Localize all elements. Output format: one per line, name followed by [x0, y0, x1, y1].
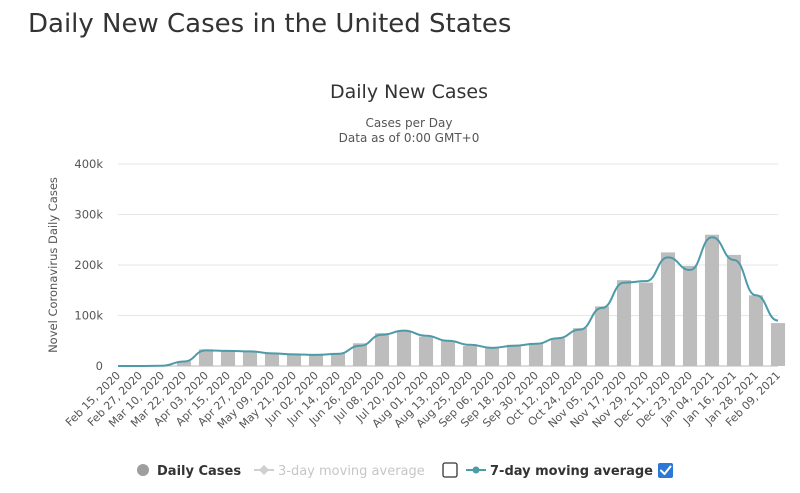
legend-daily-cases-marker — [137, 464, 149, 476]
page-title: Daily New Cases in the United States — [28, 9, 512, 39]
bar-daily-cases[interactable] — [616, 280, 632, 366]
legend-daily-cases-label: Daily Cases — [157, 464, 241, 479]
check-icon — [660, 465, 672, 475]
bar-daily-cases[interactable] — [528, 343, 544, 366]
y-tick-labels: 0 100k 200k 300k 400k — [74, 157, 103, 373]
checkbox-7-day-moving-average[interactable] — [658, 463, 673, 478]
y-tick-label: 300k — [74, 208, 103, 222]
bar-daily-cases[interactable] — [506, 344, 522, 366]
chart-title: Daily New Cases — [330, 81, 488, 103]
bar-daily-cases[interactable] — [704, 234, 720, 366]
bar-daily-cases[interactable] — [462, 345, 478, 366]
bar-daily-cases[interactable] — [748, 295, 764, 366]
bar-daily-cases[interactable] — [330, 352, 346, 366]
bar-daily-cases[interactable] — [726, 254, 742, 366]
legend-7-day-label: 7-day moving average — [490, 464, 653, 479]
bar-daily-cases[interactable] — [682, 266, 698, 366]
daily-cases-bars[interactable] — [154, 234, 786, 366]
checkbox-3-day-moving-average[interactable] — [442, 462, 458, 478]
bar-daily-cases[interactable] — [264, 353, 280, 366]
y-axis-label: Novel Coronavirus Daily Cases — [46, 177, 60, 353]
bar-daily-cases[interactable] — [308, 353, 324, 366]
bar-daily-cases[interactable] — [198, 349, 214, 366]
bar-daily-cases[interactable] — [396, 330, 412, 366]
legend: Daily Cases 3-day moving average 7-day m… — [137, 462, 673, 479]
chart-subtitle-line-2: Data as of 0:00 GMT+0 — [339, 131, 480, 145]
legend-item-3-day-moving-average[interactable]: 3-day moving average — [254, 464, 425, 479]
bar-daily-cases[interactable] — [352, 343, 368, 366]
bar-daily-cases[interactable] — [418, 336, 434, 366]
bar-daily-cases[interactable] — [242, 351, 258, 366]
legend-7-day-dot-icon — [472, 466, 480, 474]
series-line-7-day-moving-average[interactable] — [118, 236, 779, 367]
bar-daily-cases[interactable] — [550, 338, 566, 366]
chart-subtitle-line-1: Cases per Day — [366, 116, 453, 130]
legend-3-day-label: 3-day moving average — [278, 464, 425, 479]
y-tick-label: 0 — [96, 359, 103, 373]
bar-daily-cases[interactable] — [594, 306, 610, 366]
bar-daily-cases[interactable] — [440, 340, 456, 366]
y-tick-label: 100k — [74, 309, 103, 323]
bar-daily-cases[interactable] — [176, 361, 192, 366]
y-tick-label: 200k — [74, 258, 103, 272]
legend-3-day-diamond-icon — [259, 465, 269, 475]
bar-daily-cases[interactable] — [220, 351, 236, 366]
bar-daily-cases[interactable] — [660, 252, 676, 366]
bar-daily-cases[interactable] — [770, 323, 786, 366]
bar-daily-cases[interactable] — [286, 354, 302, 366]
bar-daily-cases[interactable] — [484, 348, 500, 366]
bar-daily-cases[interactable] — [374, 333, 390, 366]
bar-daily-cases[interactable] — [638, 282, 654, 366]
legend-item-daily-cases[interactable]: Daily Cases — [137, 464, 241, 479]
y-tick-label: 400k — [74, 157, 103, 171]
bar-daily-cases[interactable] — [572, 328, 588, 366]
legend-item-7-day-moving-average[interactable]: 7-day moving average — [466, 464, 653, 479]
